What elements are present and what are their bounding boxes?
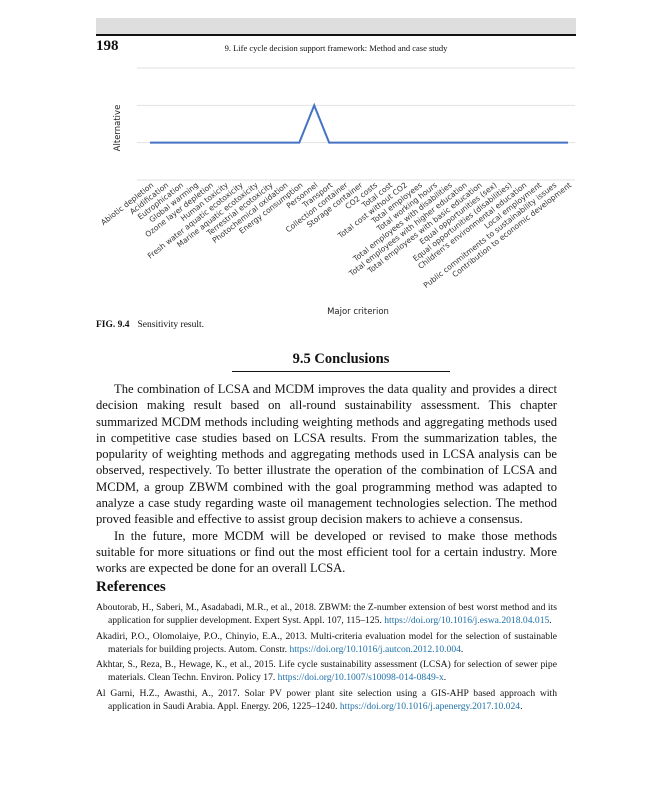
reference-text: Akadiri, P.O., Olomolaiye, P.O., Chinyio… <box>96 630 557 655</box>
figure-caption: FIG. 9.4 Sensitivity result. <box>96 320 204 330</box>
references-heading: References <box>96 579 166 595</box>
paragraph: In the future, more MCDM will be develop… <box>96 528 557 576</box>
reference-text: Al Garni, H.Z., Awasthi, A., 2017. Solar… <box>96 687 557 713</box>
reference-item: Al Garni, H.Z., Awasthi, A., 2017. Solar… <box>96 687 557 714</box>
reference-doi-link[interactable]: https://doi.org/10.1016/j.eswa.2018.04.0… <box>384 615 550 627</box>
section-heading: 9.5 Conclusions <box>232 351 450 372</box>
figure-label: FIG. 9.4 <box>96 320 130 330</box>
reference-doi-link[interactable]: https://doi.org/10.1016/j.apenergy.2017.… <box>339 701 521 713</box>
x-axis-label: Major criterion <box>327 307 389 317</box>
references-list: Aboutorab, H., Saberi, M., Asadabadi, M.… <box>96 601 557 715</box>
reference-punct: . <box>443 672 447 684</box>
sensitivity-chart: Abiotic depletionAcidificationEutrophica… <box>99 67 575 317</box>
reference-punct: . <box>460 643 464 655</box>
page-number: 198 <box>96 38 119 54</box>
reference-punct: . <box>520 701 523 713</box>
paragraph: The combination of LCSA and MCDM improve… <box>96 382 557 527</box>
y-axis-label: Alternative <box>113 105 123 152</box>
reference-punct: . <box>549 615 552 627</box>
top-band <box>96 18 576 36</box>
reference-item: Akhtar, S., Reza, B., Hewage, K., et al.… <box>96 658 557 685</box>
series-line <box>150 102 568 144</box>
reference-item: Aboutorab, H., Saberi, M., Asadabadi, M.… <box>96 601 557 628</box>
section-body: The combination of LCSA and MCDM improve… <box>96 381 557 577</box>
running-title: 9. Life cycle decision support framework… <box>224 43 448 53</box>
reference-text: Akhtar, S., Reza, B., Hewage, K., et al.… <box>96 659 557 684</box>
reference-doi-link[interactable]: https://doi.org/10.1016/j.autcon.2012.10… <box>289 643 461 655</box>
reference-doi-link[interactable]: https://doi.org/10.1007/s10098-014-0849-… <box>277 672 444 684</box>
reference-text: Aboutorab, H., Saberi, M., Asadabadi, M.… <box>96 602 557 627</box>
reference-item: Akadiri, P.O., Olomolaiye, P.O., Chinyio… <box>96 630 557 657</box>
figure-caption-text: Sensitivity result. <box>137 320 205 330</box>
